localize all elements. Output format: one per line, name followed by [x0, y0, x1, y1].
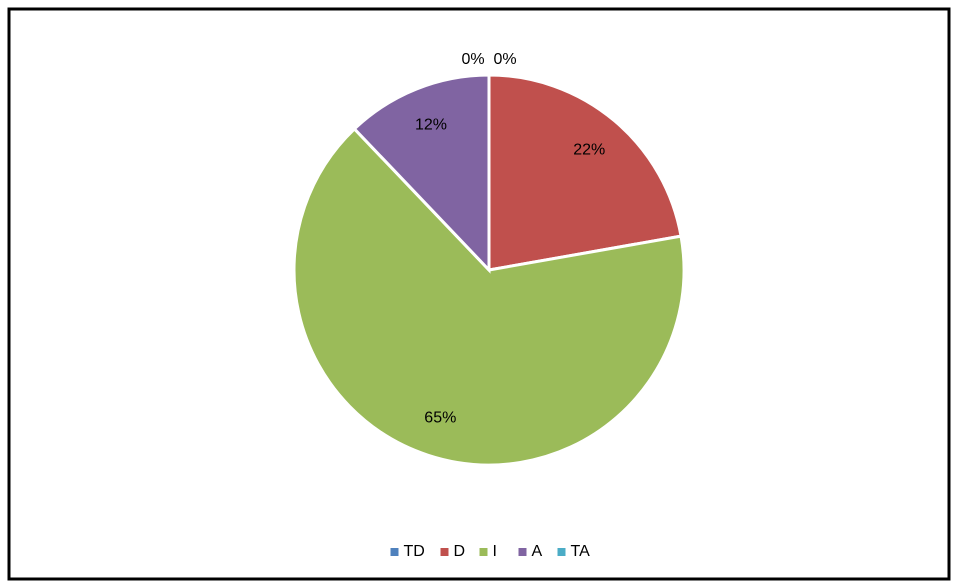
legend-swatch — [557, 548, 566, 556]
legend-label: D — [454, 543, 466, 560]
legend-swatch — [479, 548, 488, 556]
data-label: 22% — [573, 142, 605, 159]
legend-swatch — [440, 548, 449, 556]
legend-swatch — [390, 548, 399, 556]
legend-label: I — [493, 543, 497, 560]
data-label: 12% — [415, 116, 447, 133]
legend-swatch — [518, 548, 527, 556]
legend-label: A — [532, 543, 543, 560]
legend-label: TD — [404, 543, 425, 560]
legend-label: TA — [571, 543, 591, 560]
pie-slice — [352, 73, 491, 274]
data-label: 0% — [493, 51, 516, 68]
pie-slice — [487, 73, 683, 272]
data-label: 65% — [424, 409, 456, 426]
data-label: 0% — [461, 51, 484, 68]
pie-slice — [292, 126, 686, 467]
